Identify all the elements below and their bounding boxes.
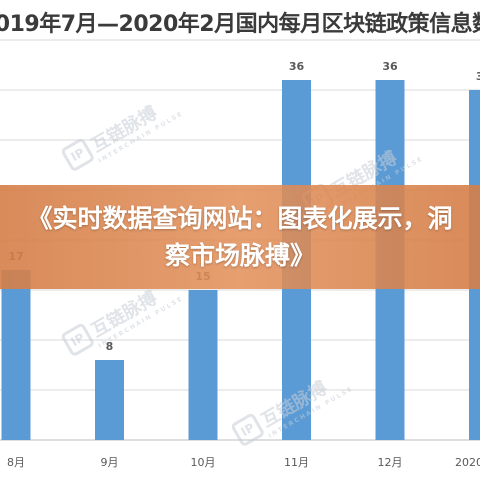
x-tick-label: 12月: [378, 456, 403, 469]
bar: [188, 290, 218, 440]
data-label: 8: [106, 340, 114, 353]
bar: [1, 270, 31, 440]
data-label: 35: [476, 70, 480, 83]
bar: [95, 360, 124, 440]
x-tick-label: 11月: [284, 456, 309, 469]
data-label: 36: [289, 60, 305, 73]
chart-title: 2019年7月—2020年2月国内每月区块链政策信息数: [0, 12, 480, 37]
x-tick-label: 9月: [101, 456, 119, 469]
promo-banner[interactable]: 《实时数据查询网站：图表化展示，洞察市场脉搏》: [0, 185, 480, 289]
banner-text[interactable]: 《实时数据查询网站：图表化展示，洞察市场脉搏》: [27, 204, 453, 270]
x-tick-label: 10月: [191, 456, 216, 469]
x-tick-label: 8月: [7, 456, 25, 469]
x-axis-ticks: 8月 9月 10月 11月 12月 2020年1月: [7, 455, 480, 469]
data-label: 36: [382, 60, 398, 73]
x-tick-label: 2020年1月: [455, 455, 480, 469]
